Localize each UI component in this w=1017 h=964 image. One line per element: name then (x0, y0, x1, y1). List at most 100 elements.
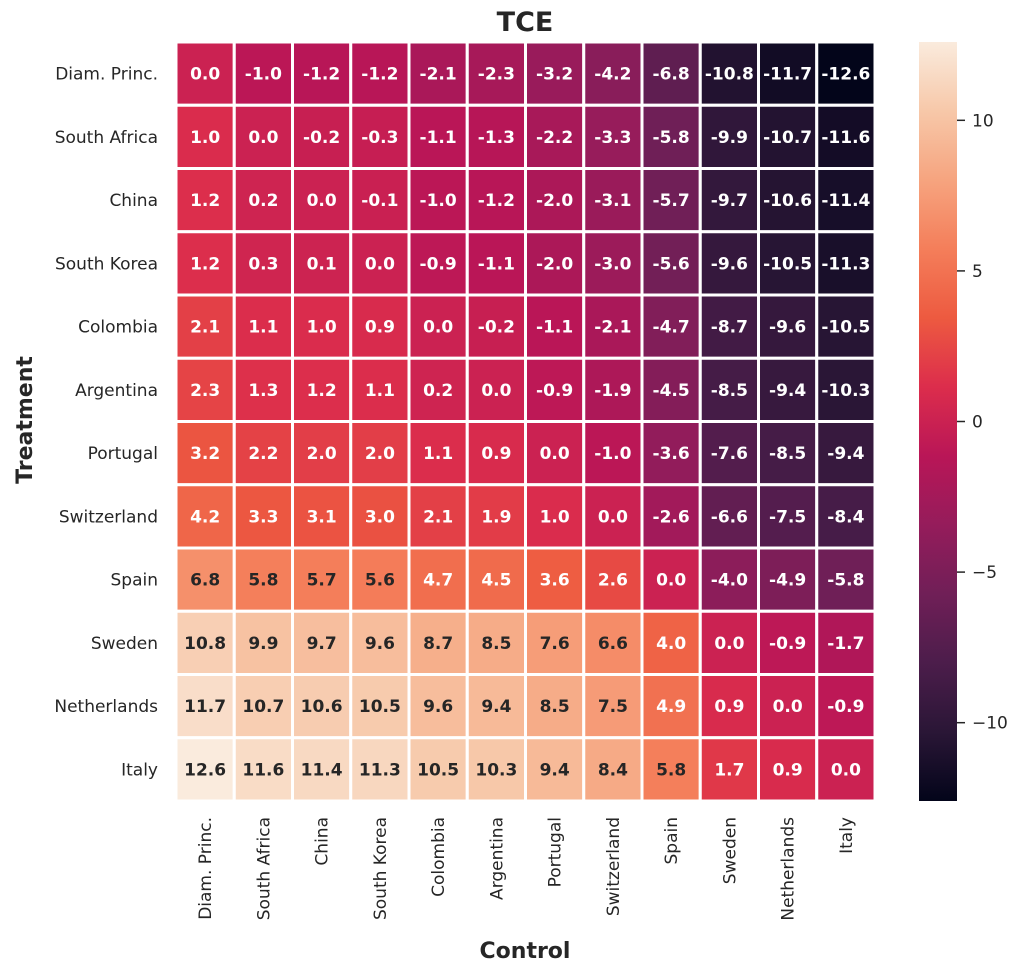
cell-value-label: 2.2 (248, 444, 278, 464)
cell-value-label: -2.1 (420, 65, 457, 85)
y-tick-label: South Korea (55, 254, 158, 274)
cell-value-label: 3.1 (307, 507, 337, 527)
cell-value-label: 0.0 (656, 571, 686, 591)
cell-value-label: -4.2 (594, 65, 631, 85)
cell-value-label: 0.9 (481, 444, 511, 464)
cell-value-label: -5.8 (827, 571, 864, 591)
cell-value-label: 0.1 (307, 254, 337, 274)
cell-value-label: -1.9 (594, 381, 631, 401)
cell-value-label: -3.6 (653, 444, 690, 464)
cell-value-label: -10.7 (763, 128, 812, 148)
cell-value-label: -9.6 (769, 318, 806, 338)
colorbar-tick-label: 5 (972, 262, 983, 282)
cell-value-label: -4.9 (769, 571, 806, 591)
cell-value-label: -9.4 (769, 381, 806, 401)
cell-value-label: 10.6 (301, 697, 343, 717)
heatmap-cell (465, 673, 527, 740)
cell-value-label: 5.8 (656, 760, 686, 780)
heatmap-cell (174, 483, 236, 550)
cell-value-label: 4.9 (656, 697, 686, 717)
cell-value-label: -8.5 (769, 444, 806, 464)
heatmap-cell (524, 609, 586, 676)
cell-value-label: -2.3 (478, 65, 515, 85)
cell-value-label: 0.0 (365, 254, 395, 274)
cell-value-label: 0.0 (831, 760, 861, 780)
cell-value-label: -5.7 (653, 191, 690, 211)
cell-value-label: 10.7 (242, 697, 284, 717)
cell-value-label: 10.3 (475, 760, 517, 780)
cell-value-label: -3.0 (594, 254, 631, 274)
heatmap-cell (174, 673, 236, 740)
cell-value-label: 5.6 (365, 571, 395, 591)
cell-value-label: -1.2 (303, 65, 340, 85)
heatmap-cell (232, 673, 294, 740)
cell-value-label: 7.6 (540, 634, 570, 654)
cell-value-label: 3.0 (365, 507, 395, 527)
colorbar-tick-label: −5 (972, 563, 997, 583)
cell-value-label: 6.6 (598, 634, 628, 654)
y-axis-title: Treatment (13, 356, 38, 484)
heatmap-cell (698, 736, 760, 803)
heatmap-cell (524, 167, 586, 234)
heatmap-cell (582, 673, 644, 740)
heatmap-cell (465, 736, 527, 803)
y-tick-label: Sweden (91, 634, 158, 654)
cell-value-label: 9.6 (423, 697, 453, 717)
heatmap-cell (582, 546, 644, 613)
x-tick-label: Colombia (429, 817, 449, 897)
cell-value-label: 9.4 (540, 760, 570, 780)
heatmap-cell (524, 103, 586, 170)
cell-value-label: 1.2 (307, 381, 337, 401)
heatmap-cell (291, 167, 353, 234)
cell-value-label: 0.2 (248, 191, 278, 211)
heatmap-cell (524, 483, 586, 550)
cell-value-label: 8.4 (598, 760, 628, 780)
cell-value-label: -9.7 (711, 191, 748, 211)
colorbar-tick-label: −10 (972, 714, 1008, 734)
cell-value-label: -12.6 (821, 65, 870, 85)
cell-value-label: 10.5 (359, 697, 401, 717)
cell-value-label: -11.3 (821, 254, 870, 274)
x-tick-labels: Diam. Princ. South Africa China South Korea… (196, 817, 857, 921)
heatmap-cell (640, 230, 702, 297)
y-tick-label: Spain (111, 571, 159, 591)
heatmap-cell (582, 609, 644, 676)
y-tick-label: Colombia (78, 318, 158, 338)
cell-value-label: 0.3 (248, 254, 278, 274)
cell-value-label: -0.9 (536, 381, 573, 401)
cell-value-label: -2.6 (653, 507, 690, 527)
cell-value-label: 9.7 (307, 634, 337, 654)
cell-value-label: -1.1 (478, 254, 515, 274)
cell-value-label: -0.9 (420, 254, 457, 274)
cell-value-label: -1.1 (420, 128, 457, 148)
cell-value-label: -4.7 (653, 318, 690, 338)
cell-value-label: 11.3 (359, 760, 401, 780)
heatmap-cell (815, 167, 877, 234)
cell-value-label: -5.8 (653, 128, 690, 148)
cell-value-label: 0.9 (773, 760, 803, 780)
cell-value-label: -0.3 (361, 128, 398, 148)
cell-value-label: 0.0 (423, 318, 453, 338)
heatmap-cell (232, 609, 294, 676)
cell-value-label: -11.7 (763, 65, 812, 85)
heatmap-cell (698, 230, 760, 297)
cell-value-label: 0.0 (190, 65, 220, 85)
y-tick-label: Italy (121, 760, 158, 780)
cell-value-label: -0.2 (303, 128, 340, 148)
cell-value-label: 0.0 (307, 191, 337, 211)
cell-value-label: -3.2 (536, 65, 573, 85)
y-tick-label: Netherlands (54, 697, 158, 717)
cell-value-label: 1.0 (540, 507, 570, 527)
heatmap-cell (815, 609, 877, 676)
cell-value-label: -11.6 (821, 128, 870, 148)
cell-value-label: 1.7 (714, 760, 744, 780)
heatmap-cell (757, 736, 819, 803)
cell-value-label: 8.7 (423, 634, 453, 654)
cell-value-label: 1.1 (423, 444, 453, 464)
cell-value-label: -4.5 (653, 381, 690, 401)
heatmap-cell (815, 356, 877, 423)
cell-value-label: -0.1 (361, 191, 398, 211)
heatmap-cell (232, 546, 294, 613)
heatmap-cell (582, 356, 644, 423)
colorbar-tick-label: 0 (972, 413, 983, 433)
